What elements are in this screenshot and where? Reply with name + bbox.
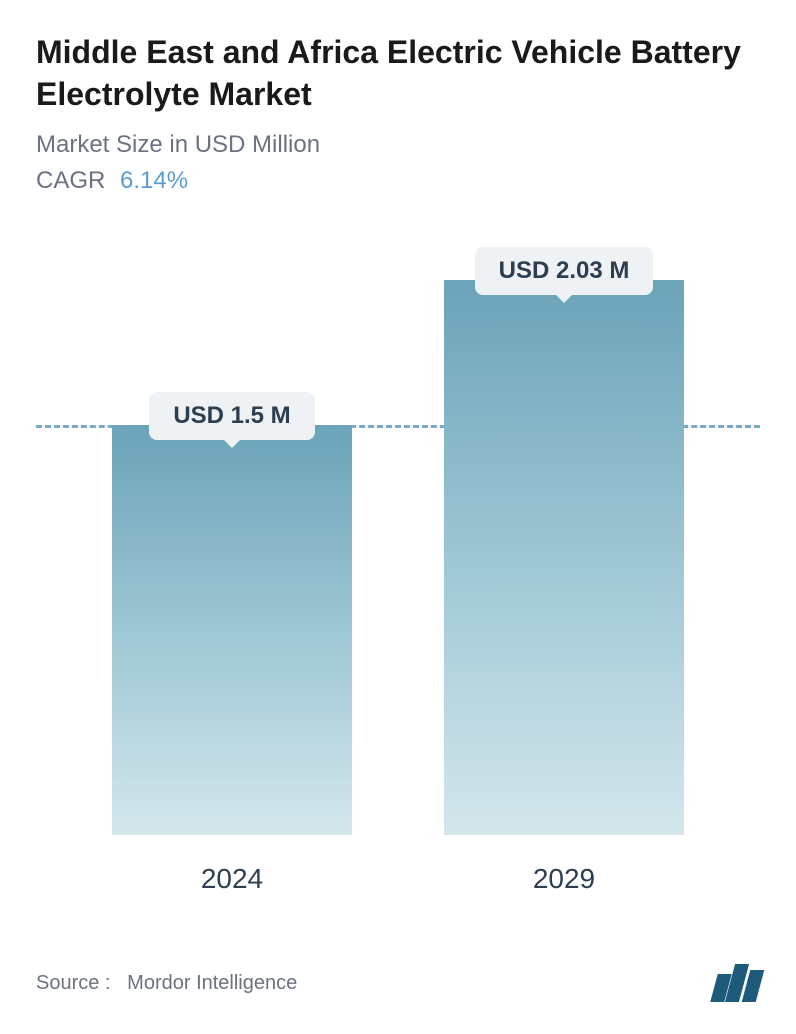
bar-group-2029: USD 2.03 M <box>444 280 684 835</box>
mordor-logo-icon <box>714 964 760 1002</box>
chart-subtitle: Market Size in USD Million <box>36 131 760 159</box>
cagr-label: CAGR <box>36 167 105 194</box>
x-label-2029: 2029 <box>444 863 684 895</box>
x-label-2024: 2024 <box>112 863 352 895</box>
footer: Source : Mordor Intelligence <box>36 964 760 1002</box>
bar-2029 <box>444 280 684 835</box>
source-prefix: Source : <box>36 972 110 994</box>
bar-group-2024: USD 1.5 M <box>112 425 352 835</box>
bar-label-2024: USD 1.5 M <box>149 392 314 440</box>
x-axis: 2024 2029 <box>36 863 760 895</box>
bars-container: USD 1.5 M USD 2.03 M <box>36 275 760 835</box>
chart-title: Middle East and Africa Electric Vehicle … <box>36 32 760 115</box>
chart-area: USD 1.5 M USD 2.03 M 2024 2029 <box>36 245 760 895</box>
source-text: Source : Mordor Intelligence <box>36 972 297 995</box>
source-name: Mordor Intelligence <box>127 972 297 994</box>
bar-label-2029: USD 2.03 M <box>475 247 654 295</box>
cagr-line: CAGR 6.14% <box>36 167 760 195</box>
bar-2024 <box>112 425 352 835</box>
cagr-value: 6.14% <box>120 167 188 194</box>
